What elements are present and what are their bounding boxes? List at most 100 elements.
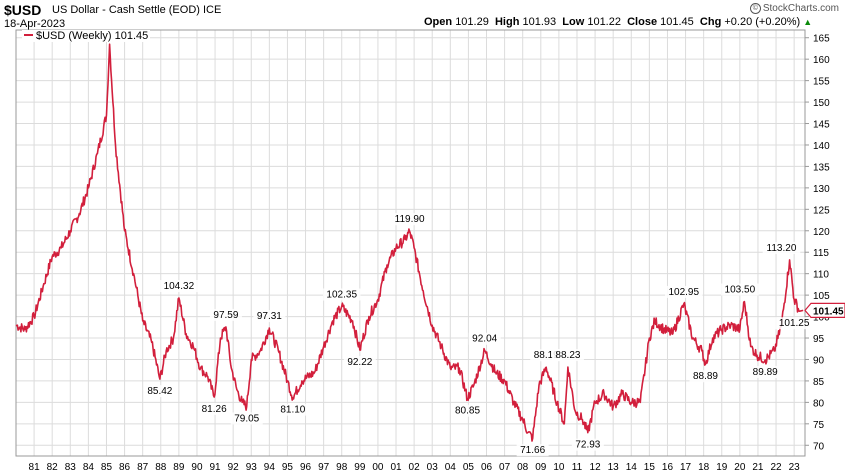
x-tick-label: 84 [83, 462, 95, 473]
y-tick-label: 105 [813, 291, 830, 302]
x-tick-label: 95 [282, 462, 294, 473]
annotation-bg [390, 213, 429, 226]
annotation-bg [689, 370, 722, 383]
annotation-bg [571, 438, 604, 451]
y-axis: 70 75 80 85 90 95 100 105 110 115 120 125 130 135 140 1… [805, 34, 830, 452]
chart-header: $USD US Dollar - Cash Settle (EOD) ICE 1… [0, 0, 845, 32]
price-annotation: 104.32 [164, 281, 195, 292]
x-tick-label: 94 [264, 462, 276, 473]
y-tick-label: 75 [813, 420, 825, 431]
price-annotation: 72.93 [575, 440, 600, 451]
copyright-icon: © [749, 3, 761, 14]
x-tick-label: 99 [354, 462, 366, 473]
last-price-label: 101.45 [813, 306, 844, 317]
x-tick-label: 05 [463, 462, 475, 473]
price-annotation: 81.26 [202, 404, 227, 415]
x-tick-label: 83 [65, 462, 77, 473]
up-arrow-icon: ▲ [803, 17, 813, 27]
last-price-tag: 101.45 [804, 302, 845, 318]
price-annotation: 92.22 [347, 357, 372, 368]
annotation-bg [721, 283, 759, 296]
x-tick-label: 10 [553, 462, 565, 473]
price-annotation: 79.05 [234, 413, 259, 424]
x-tick-label: 15 [644, 462, 656, 473]
x-tick-label: 13 [608, 462, 620, 473]
x-tick-label: 06 [481, 462, 493, 473]
brand-watermark[interactable]: © StockCharts.com [749, 3, 839, 14]
x-tick-label: 92 [228, 462, 240, 473]
annotation-bg [749, 365, 782, 378]
annotation-bg [198, 402, 231, 415]
ohlc-summary: Open 101.29 High 101.93 Low 101.22 Close… [424, 16, 813, 28]
annotation-bg [143, 385, 176, 398]
x-tick-label: 04 [445, 462, 457, 473]
price-annotation: 88.23 [555, 350, 580, 361]
y-tick-label: 140 [813, 141, 830, 152]
y-tick-label: 160 [813, 55, 830, 66]
x-tick-label: 96 [300, 462, 312, 473]
annotation-bg [451, 404, 484, 417]
y-tick-label: 165 [813, 34, 830, 45]
x-tick-label: 98 [336, 462, 348, 473]
price-annotation: 113.20 [767, 243, 797, 254]
x-tick-label: 07 [499, 462, 511, 473]
x-tick-label: 20 [734, 462, 746, 473]
x-tick-label: 00 [372, 462, 384, 473]
price-annotation: 101.25 [779, 318, 810, 329]
series-line [15, 43, 804, 442]
y-tick-label: 125 [813, 205, 830, 216]
price-annotation: 102.35 [326, 289, 357, 300]
y-tick-label: 95 [813, 334, 825, 345]
price-annotation: 85.42 [147, 386, 172, 397]
y-tick-label: 90 [813, 355, 825, 366]
x-tick-label: 89 [173, 462, 185, 473]
annotation-bg [664, 285, 703, 298]
chart-symbol: $USD [4, 2, 42, 18]
x-tick-label: 81 [29, 462, 41, 473]
annotation-bg [322, 288, 361, 301]
x-tick-label: 16 [662, 462, 674, 473]
x-tick-label: 82 [47, 462, 59, 473]
x-axis: 81 82 83 84 85 86 87 88 89 90 91 92 93 94 95 96 97 98 99 00… [29, 462, 801, 473]
legend-label: $USD (Weekly) 101.45 [36, 30, 149, 42]
chart-legend: $USD (Weekly) 101.45 [22, 30, 151, 42]
annotation-bg [160, 280, 198, 293]
x-tick-label: 01 [390, 462, 402, 473]
chart-description: US Dollar - Cash Settle (EOD) ICE [52, 4, 222, 16]
x-tick-label: 11 [572, 462, 583, 473]
y-tick-label: 85 [813, 377, 825, 388]
annotation-bg [230, 412, 263, 425]
x-tick-label: 86 [119, 462, 131, 473]
x-tick-label: 02 [409, 462, 421, 473]
price-annotation: 102.95 [668, 287, 699, 298]
x-tick-label: 88 [155, 462, 167, 473]
price-annotation: 92.04 [472, 334, 497, 345]
x-tick-label: 23 [789, 462, 801, 473]
y-tick-label: 100 [813, 313, 830, 324]
y-tick-label: 145 [813, 120, 830, 131]
x-tick-label: 93 [246, 462, 258, 473]
price-annotation: 71.66 [520, 445, 545, 456]
x-tick-label: 91 [209, 462, 221, 473]
y-tick-label: 155 [813, 77, 830, 88]
x-tick-label: 03 [427, 462, 439, 473]
price-annotation: 88.89 [693, 371, 718, 382]
x-tick-label: 08 [517, 462, 529, 473]
price-annotation: 89.89 [753, 367, 778, 378]
x-tick-label: 14 [626, 462, 638, 473]
y-tick-label: 80 [813, 398, 825, 409]
y-tick-label: 115 [813, 248, 829, 259]
x-tick-label: 12 [590, 462, 602, 473]
price-annotation: 97.59 [213, 310, 238, 321]
price-annotation: 103.50 [725, 285, 756, 296]
y-tick-label: 130 [813, 184, 830, 195]
y-tick-label: 110 [813, 270, 829, 281]
chart-date: 18-Apr-2023 [4, 18, 66, 30]
x-tick-label: 17 [680, 462, 692, 473]
plot-frame [15, 29, 806, 457]
x-tick-label: 19 [716, 462, 728, 473]
x-tick-label: 85 [101, 462, 113, 473]
annotation-bg [516, 444, 549, 457]
